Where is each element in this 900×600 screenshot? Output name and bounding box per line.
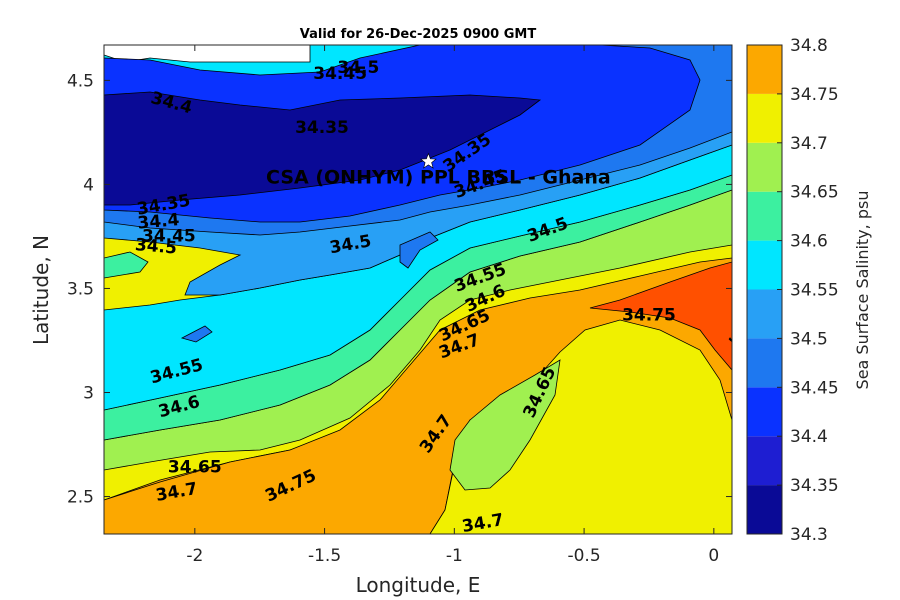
colorbar-tick-label: 34.8 bbox=[790, 36, 828, 56]
contour-band-34-75-east bbox=[589, 261, 732, 371]
x-axis: -2 -1.5 -1 -0.5 0 bbox=[186, 45, 719, 566]
contour-label: 34.4 bbox=[137, 210, 181, 234]
x-tick-label: -1.5 bbox=[308, 546, 341, 566]
colorbar-label: Sea Surface Salinity, psu bbox=[853, 191, 872, 390]
colorbar-tick-label: 34.65 bbox=[790, 183, 839, 203]
x-tick-label: 0 bbox=[708, 546, 719, 566]
contour-blob-34-55-west bbox=[104, 251, 149, 279]
contour-blob-34-45-central bbox=[399, 231, 439, 269]
colorbar-segment bbox=[747, 289, 782, 339]
contour-label: 34.5 bbox=[337, 58, 379, 78]
station-label: CSA (ONHYM) PPL BBSL - Ghana bbox=[266, 167, 611, 189]
contour-label: 34.7 bbox=[460, 510, 505, 537]
colorbar-tick-label: 34.75 bbox=[790, 85, 839, 105]
missing-data-area bbox=[104, 45, 311, 63]
contour-band-34-6-island bbox=[449, 359, 561, 491]
chart-title: Valid for 26-Dec-2025 0900 GMT bbox=[300, 27, 537, 42]
colorbar-segment bbox=[747, 387, 782, 437]
colorbar-segment bbox=[747, 191, 782, 241]
contour-label: 34.45 bbox=[313, 64, 367, 84]
y-tick-label: 2.5 bbox=[67, 488, 94, 508]
x-tick-label: -2 bbox=[186, 546, 203, 566]
contour-label: 34.65 bbox=[168, 457, 222, 477]
contour-blob-34-45-southwest bbox=[180, 325, 213, 343]
y-axis: 2.5 3 3.5 4 4.5 bbox=[67, 71, 732, 508]
colorbar-tick-label: 34.7 bbox=[790, 134, 828, 154]
y-tick-label: 3 bbox=[83, 384, 94, 404]
colorbar-tick-label: 34.4 bbox=[790, 427, 828, 447]
colorbar-segment bbox=[747, 240, 782, 290]
x-tick-label: -1 bbox=[446, 546, 463, 566]
colorbar-segment bbox=[747, 338, 782, 388]
station-star-icon bbox=[420, 152, 437, 169]
y-tick-label: 4 bbox=[83, 175, 94, 195]
colorbar-tick-label: 34.5 bbox=[790, 329, 828, 349]
colorbar-segment bbox=[747, 45, 782, 94]
contour-label: 34.35 bbox=[295, 118, 349, 138]
contour-core-34-3 bbox=[104, 91, 542, 206]
y-tick-label: 4.5 bbox=[67, 71, 94, 91]
colorbar-segment bbox=[747, 485, 782, 534]
colorbar-tick-label: 34.35 bbox=[790, 476, 839, 496]
colorbar-tick-label: 34.45 bbox=[790, 378, 839, 398]
y-axis-label: Latitude, N bbox=[29, 235, 53, 345]
colorbar-segment bbox=[747, 93, 782, 143]
contour-field bbox=[104, 45, 732, 534]
colorbar-tick-label: 34.55 bbox=[790, 281, 839, 301]
colorbar-tick-label: 34.6 bbox=[790, 232, 828, 252]
colorbar: 34.3 34.35 34.4 34.45 34.5 34.55 34.6 34.65 34.7… bbox=[746, 36, 839, 545]
colorbar-tick-label: 34.3 bbox=[790, 525, 828, 545]
y-tick-label: 3.5 bbox=[67, 279, 94, 299]
colorbar-segment bbox=[747, 142, 782, 192]
x-tick-label: -0.5 bbox=[567, 546, 600, 566]
station-marker-group: CSA (ONHYM) PPL BBSL - Ghana bbox=[266, 152, 611, 189]
colorbar-segment bbox=[747, 436, 782, 486]
contour-label: 34.5 bbox=[134, 235, 178, 259]
contour-label: 34.75 bbox=[622, 306, 676, 326]
x-axis-label: Longitude, E bbox=[356, 573, 481, 597]
contour-label: 34.45 bbox=[142, 226, 196, 246]
axes-frame bbox=[103, 44, 733, 535]
